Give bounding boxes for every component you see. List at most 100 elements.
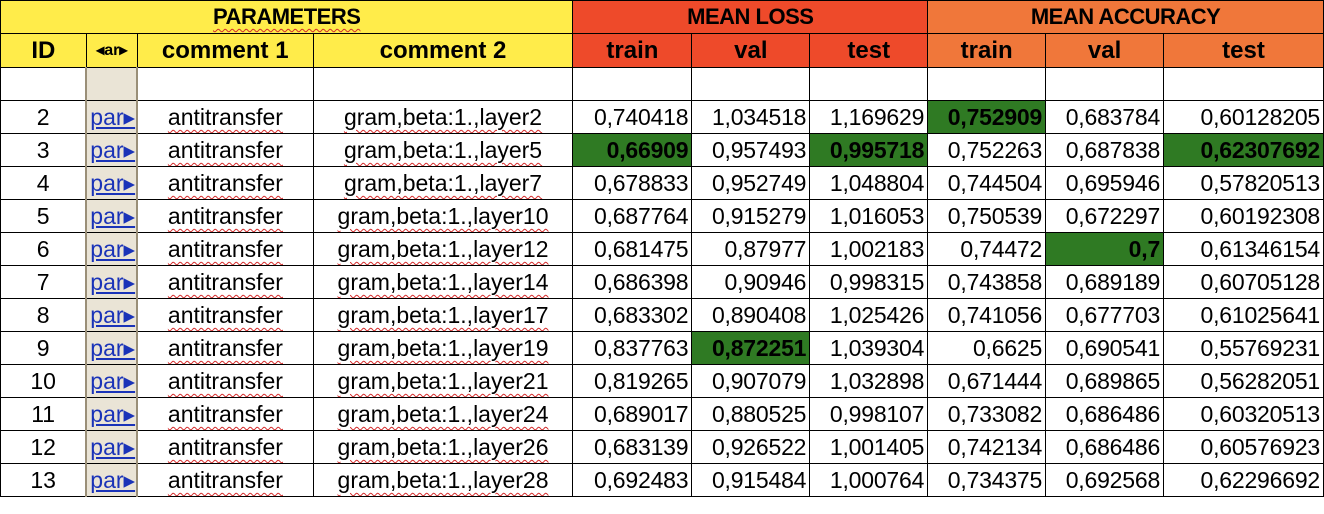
params-link-cell[interactable]: par▸ [85, 298, 139, 332]
params-link-cell[interactable]: par▸ [85, 133, 139, 167]
loss-train-cell[interactable]: 0,687764 [572, 199, 693, 233]
loss-train-cell[interactable]: 0,819265 [572, 364, 693, 398]
id-cell[interactable]: 9 [0, 331, 87, 365]
loss-test-cell[interactable]: 1,039304 [809, 331, 929, 365]
params-link-cell-text[interactable]: par▸ [90, 335, 136, 361]
comment1-cell[interactable]: antitransfer [136, 298, 314, 332]
loss-test-cell[interactable]: 1,025426 [809, 298, 929, 332]
params-link-cell-text[interactable]: par▸ [90, 467, 136, 493]
col-header-acc-val[interactable]: val [1045, 33, 1165, 68]
comment1-cell[interactable]: antitransfer [136, 199, 314, 233]
acc-test-cell[interactable]: 0,60128205 [1163, 100, 1324, 134]
id-cell[interactable]: 6 [0, 232, 87, 266]
comment1-cell[interactable]: antitransfer [136, 364, 314, 398]
col-header-comment2[interactable]: comment 2 [312, 33, 574, 68]
id-cell[interactable]: 13 [0, 463, 87, 497]
comment2-cell[interactable]: gram,beta:1.,layer10 [312, 199, 574, 233]
acc-test-cell[interactable]: 0,57820513 [1163, 166, 1324, 200]
acc-train-cell[interactable]: 0,734375 [927, 463, 1047, 497]
acc-test-cell[interactable]: 0,62307692 [1163, 133, 1324, 167]
empty-cell[interactable] [809, 67, 929, 101]
loss-test-cell[interactable]: 1,000764 [809, 463, 929, 497]
params-link-cell-text[interactable]: par▸ [90, 269, 136, 295]
loss-train-cell[interactable]: 0,686398 [572, 265, 693, 299]
params-link-cell-text[interactable]: par▸ [90, 170, 136, 196]
params-link-cell-text[interactable]: par▸ [90, 104, 136, 130]
id-cell[interactable]: 12 [0, 430, 87, 464]
loss-train-cell[interactable]: 0,66909 [572, 133, 693, 167]
empty-cell[interactable] [1045, 67, 1165, 101]
empty-cell[interactable] [0, 67, 87, 101]
params-link-cell[interactable]: par▸ [85, 232, 139, 266]
parameters-header[interactable]: PARAMETERS [0, 0, 574, 34]
acc-train-cell[interactable]: 0,742134 [927, 430, 1047, 464]
acc-train-cell[interactable]: 0,752909 [927, 100, 1047, 134]
id-cell[interactable]: 5 [0, 199, 87, 233]
loss-train-cell[interactable]: 0,837763 [572, 331, 693, 365]
empty-cell[interactable] [85, 67, 139, 101]
loss-train-cell[interactable]: 0,740418 [572, 100, 693, 134]
params-link-cell[interactable]: par▸ [85, 100, 139, 134]
acc-train-cell[interactable]: 0,752263 [927, 133, 1047, 167]
empty-cell[interactable] [691, 67, 811, 101]
acc-train-cell[interactable]: 0,741056 [927, 298, 1047, 332]
acc-val-cell[interactable]: 0,686486 [1045, 397, 1165, 431]
mean-accuracy-header[interactable]: MEAN ACCURACY [927, 0, 1324, 34]
acc-test-cell[interactable]: 0,60320513 [1163, 397, 1324, 431]
acc-train-cell[interactable]: 0,733082 [927, 397, 1047, 431]
loss-test-cell[interactable]: 1,032898 [809, 364, 929, 398]
id-cell[interactable]: 10 [0, 364, 87, 398]
comment2-cell[interactable]: gram,beta:1.,layer14 [312, 265, 574, 299]
comment2-cell[interactable]: gram,beta:1.,layer21 [312, 364, 574, 398]
params-link-cell[interactable]: par▸ [85, 331, 139, 365]
params-link-cell[interactable]: par▸ [85, 397, 139, 431]
loss-val-cell[interactable]: 0,952749 [691, 166, 811, 200]
loss-val-cell[interactable]: 0,880525 [691, 397, 811, 431]
loss-val-cell[interactable]: 0,90946 [691, 265, 811, 299]
col-header-link[interactable]: ◂ar▸ [85, 33, 138, 68]
empty-cell[interactable] [136, 67, 314, 101]
comment1-cell[interactable]: antitransfer [136, 463, 314, 497]
loss-test-cell[interactable]: 1,002183 [809, 232, 929, 266]
params-link-cell[interactable]: par▸ [85, 199, 139, 233]
loss-test-cell[interactable]: 1,001405 [809, 430, 929, 464]
comment1-cell[interactable]: antitransfer [136, 331, 314, 365]
comment2-cell[interactable]: gram,beta:1.,layer5 [312, 133, 574, 167]
comment2-cell[interactable]: gram,beta:1.,layer19 [312, 331, 574, 365]
comment2-cell[interactable]: gram,beta:1.,layer28 [312, 463, 574, 497]
comment2-cell[interactable]: gram,beta:1.,layer12 [312, 232, 574, 266]
loss-train-cell[interactable]: 0,689017 [572, 397, 693, 431]
acc-val-cell[interactable]: 0,689189 [1045, 265, 1165, 299]
acc-train-cell[interactable]: 0,743858 [927, 265, 1047, 299]
params-link-cell[interactable]: par▸ [85, 463, 139, 497]
id-cell[interactable]: 11 [0, 397, 87, 431]
comment1-cell[interactable]: antitransfer [136, 265, 314, 299]
comment1-cell[interactable]: antitransfer [136, 430, 314, 464]
comment1-cell[interactable]: antitransfer [136, 133, 314, 167]
loss-val-cell[interactable]: 0,907079 [691, 364, 811, 398]
loss-test-cell[interactable]: 1,016053 [809, 199, 929, 233]
acc-test-cell[interactable]: 0,60192308 [1163, 199, 1324, 233]
loss-val-cell[interactable]: 0,87977 [691, 232, 811, 266]
acc-train-cell[interactable]: 0,750539 [927, 199, 1047, 233]
acc-train-cell[interactable]: 0,744504 [927, 166, 1047, 200]
acc-test-cell[interactable]: 0,56282051 [1163, 364, 1324, 398]
id-cell[interactable]: 7 [0, 265, 87, 299]
loss-test-cell[interactable]: 1,048804 [809, 166, 929, 200]
loss-test-cell[interactable]: 0,998315 [809, 265, 929, 299]
acc-test-cell[interactable]: 0,60705128 [1163, 265, 1324, 299]
comment1-cell[interactable]: antitransfer [136, 397, 314, 431]
comment2-cell[interactable]: gram,beta:1.,layer7 [312, 166, 574, 200]
params-link-cell-text[interactable]: par▸ [90, 434, 136, 460]
acc-val-cell[interactable]: 0,677703 [1045, 298, 1165, 332]
loss-val-cell[interactable]: 0,872251 [691, 331, 811, 365]
acc-val-cell[interactable]: 0,672297 [1045, 199, 1165, 233]
comment1-cell[interactable]: antitransfer [136, 166, 314, 200]
acc-val-cell[interactable]: 0,7 [1045, 232, 1165, 266]
col-header-acc-train[interactable]: train [927, 33, 1047, 68]
col-header-loss-test[interactable]: test [809, 33, 929, 68]
params-link-cell-text[interactable]: par▸ [90, 368, 136, 394]
params-link-cell[interactable]: par▸ [85, 265, 139, 299]
acc-val-cell[interactable]: 0,689865 [1045, 364, 1165, 398]
col-header-id[interactable]: ID [0, 33, 87, 68]
